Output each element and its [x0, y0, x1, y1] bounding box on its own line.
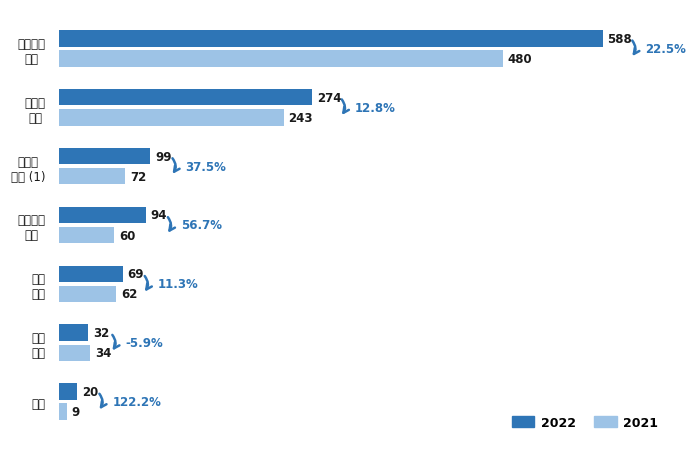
Bar	[59, 110, 284, 126]
Bar	[59, 227, 114, 244]
Bar	[59, 404, 67, 420]
Text: 9: 9	[72, 405, 80, 418]
Text: 588: 588	[608, 33, 632, 46]
Bar	[59, 345, 90, 361]
Text: 62: 62	[121, 288, 137, 301]
Bar	[59, 148, 150, 165]
Bar	[59, 169, 125, 185]
Text: 274: 274	[317, 92, 342, 105]
Text: 20: 20	[82, 385, 98, 398]
Text: 99: 99	[155, 150, 172, 163]
Bar	[59, 325, 88, 341]
Text: 22.5%: 22.5%	[645, 43, 686, 56]
Bar	[59, 51, 503, 68]
Bar	[59, 90, 312, 106]
Text: 11.3%: 11.3%	[158, 278, 199, 291]
Text: 72: 72	[130, 170, 146, 183]
Text: 56.7%: 56.7%	[181, 219, 222, 232]
Text: 37.5%: 37.5%	[186, 160, 226, 173]
Text: 60: 60	[119, 229, 135, 242]
Legend: 2022, 2021: 2022, 2021	[507, 411, 663, 434]
Text: 32: 32	[93, 327, 109, 340]
Text: 122.2%: 122.2%	[113, 395, 161, 408]
Bar	[59, 383, 77, 400]
Bar	[59, 286, 116, 303]
Text: 243: 243	[288, 111, 313, 124]
Bar	[59, 266, 122, 282]
Bar	[59, 207, 146, 224]
Text: 94: 94	[150, 209, 167, 222]
Text: 34: 34	[95, 346, 111, 359]
Text: -5.9%: -5.9%	[125, 336, 163, 350]
Text: 480: 480	[508, 53, 532, 66]
Text: 69: 69	[127, 268, 144, 281]
Bar	[59, 31, 603, 47]
Text: 12.8%: 12.8%	[355, 101, 395, 115]
